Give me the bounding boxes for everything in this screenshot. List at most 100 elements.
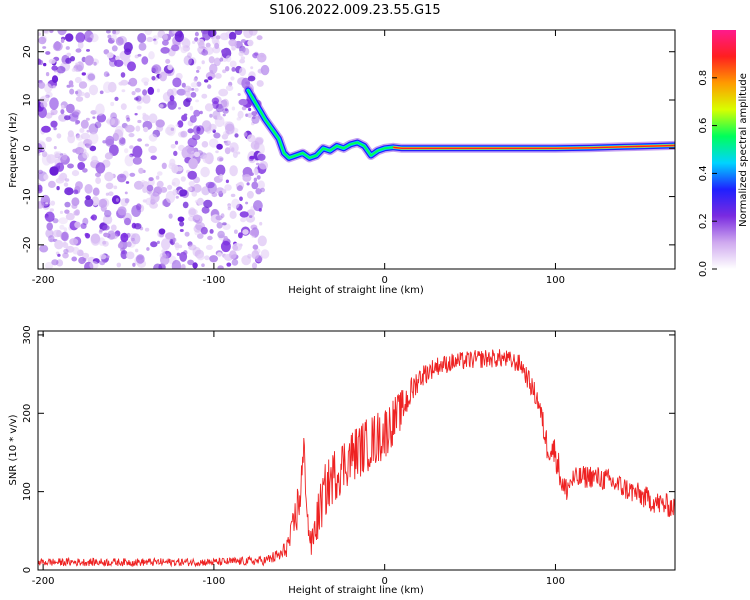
- noise-speckle: [201, 30, 209, 35]
- noise-speckle: [41, 125, 51, 133]
- noise-speckle: [144, 30, 153, 36]
- noise-speckle: [187, 137, 198, 148]
- noise-speckle: [91, 196, 100, 206]
- noise-speckle: [126, 251, 135, 260]
- noise-speckle: [135, 254, 145, 264]
- noise-speckle: [240, 39, 247, 43]
- noise-speckle: [45, 136, 52, 142]
- noise-speckle: [50, 200, 56, 206]
- noise-speckle: [92, 116, 96, 119]
- noise-speckle: [253, 168, 259, 175]
- noise-speckle: [204, 103, 214, 112]
- noise-speckle: [56, 66, 66, 74]
- noise-speckle: [162, 33, 168, 41]
- noise-speckle: [74, 221, 81, 228]
- noise-speckle: [171, 259, 182, 269]
- noise-speckle: [201, 206, 210, 214]
- noise-speckle: [167, 64, 173, 71]
- spectrogram-y-ticks: -20 -10 0 10 20: [22, 45, 675, 253]
- figure-title: S106.2022.009.23.55.G15: [269, 3, 440, 18]
- noise-speckle: [65, 46, 70, 50]
- noise-speckle: [170, 144, 176, 149]
- noise-speckle: [214, 42, 220, 50]
- noise-speckle: [225, 55, 232, 63]
- noise-speckle: [125, 114, 130, 120]
- noise-speckle: [235, 183, 239, 187]
- noise-speckle: [216, 222, 223, 229]
- noise-speckle: [169, 95, 175, 102]
- noise-speckle: [71, 111, 80, 118]
- noise-speckle: [65, 33, 74, 42]
- noise-speckle: [246, 190, 254, 199]
- noise-speckle: [117, 242, 124, 249]
- noise-speckle: [217, 265, 224, 269]
- noise-speckle: [176, 88, 186, 96]
- noise-speckle: [188, 207, 197, 218]
- noise-speckle: [38, 184, 43, 192]
- noise-speckle: [114, 96, 119, 101]
- noise-speckle: [187, 186, 193, 192]
- noise-speckle: [115, 55, 120, 61]
- noise-speckle: [71, 67, 77, 72]
- noise-speckle: [162, 39, 169, 46]
- noise-speckle: [178, 107, 181, 110]
- noise-speckle: [236, 185, 243, 192]
- noise-speckle: [81, 72, 87, 76]
- noise-speckle: [66, 103, 75, 114]
- noise-speckle: [75, 90, 79, 95]
- noise-speckle: [217, 230, 225, 239]
- noise-speckle: [117, 173, 127, 183]
- noise-speckle: [221, 134, 229, 140]
- noise-speckle: [99, 254, 107, 260]
- noise-speckle: [234, 229, 238, 234]
- noise-speckle: [215, 150, 219, 154]
- noise-speckle: [38, 106, 47, 119]
- noise-speckle: [177, 216, 185, 222]
- noise-speckle: [161, 249, 166, 254]
- noise-speckle: [246, 182, 250, 186]
- noise-speckle: [252, 244, 259, 250]
- noise-speckle: [256, 80, 264, 87]
- noise-speckle: [132, 145, 143, 158]
- noise-speckle: [259, 221, 263, 226]
- noise-speckle: [209, 63, 218, 74]
- noise-speckle: [141, 179, 146, 185]
- noise-speckle: [133, 180, 144, 190]
- noise-speckle: [142, 89, 148, 96]
- noise-speckle: [141, 77, 150, 84]
- noise-speckle: [95, 172, 101, 178]
- noise-speckle: [155, 119, 165, 128]
- noise-speckle: [187, 259, 195, 266]
- noise-speckle: [215, 35, 221, 40]
- noise-speckle: [74, 76, 82, 84]
- noise-speckle: [160, 255, 170, 266]
- noise-speckle: [185, 97, 192, 103]
- noise-speckle: [220, 240, 231, 253]
- noise-speckle: [194, 31, 199, 37]
- noise-speckle: [181, 82, 186, 88]
- noise-speckle: [143, 81, 149, 86]
- noise-speckle: [251, 121, 255, 126]
- noise-speckle: [59, 210, 64, 214]
- noise-speckle: [182, 201, 189, 209]
- noise-speckle: [260, 64, 270, 76]
- noise-speckle: [61, 231, 69, 242]
- noise-speckle: [186, 147, 197, 155]
- noise-speckle: [207, 84, 212, 89]
- noise-speckle: [253, 177, 258, 182]
- noise-speckle: [188, 158, 199, 170]
- noise-speckle: [91, 155, 98, 163]
- noise-speckle: [219, 173, 224, 180]
- noise-speckle: [196, 66, 202, 70]
- noise-speckle: [187, 52, 192, 59]
- noise-speckle: [107, 34, 112, 39]
- noise-speckle: [239, 196, 243, 202]
- noise-speckle: [127, 81, 132, 85]
- noise-speckle: [242, 229, 249, 235]
- noise-speckle: [56, 186, 60, 191]
- noise-speckle: [53, 146, 57, 150]
- noise-speckle: [190, 82, 198, 88]
- noise-speckle: [48, 180, 56, 188]
- noise-speckle: [232, 245, 239, 251]
- x-tick-label: 100: [546, 576, 565, 587]
